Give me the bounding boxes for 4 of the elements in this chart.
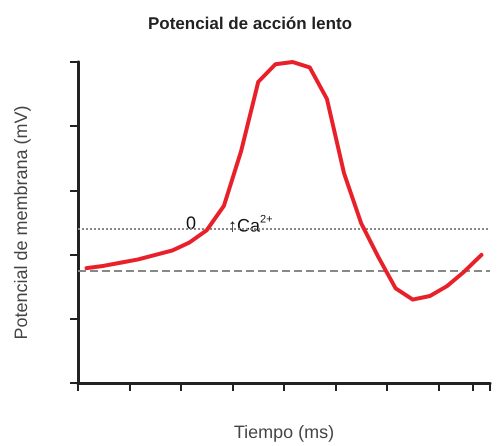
annotation: 0 (186, 213, 196, 233)
y-axis-title: Potencial de membrana (mV) (11, 105, 31, 340)
x-axis-title: Tiempo (ms) (234, 422, 334, 442)
chart-title: Potencial de acción lento (148, 14, 352, 33)
